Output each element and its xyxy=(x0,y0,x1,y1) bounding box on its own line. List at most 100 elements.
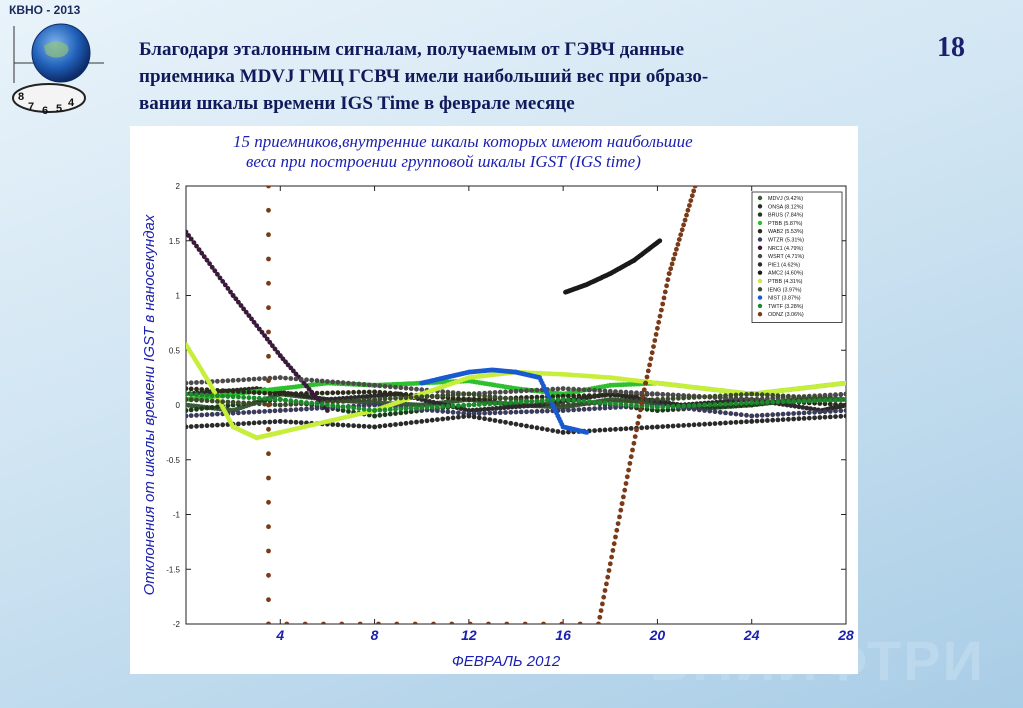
data-point xyxy=(791,416,796,422)
data-point xyxy=(733,392,739,398)
data-point xyxy=(293,419,299,425)
data-point xyxy=(833,392,838,398)
data-point xyxy=(393,422,398,427)
data-point xyxy=(733,419,739,425)
data-point xyxy=(801,394,807,400)
data-point xyxy=(220,388,226,394)
data-point xyxy=(509,404,515,410)
data-point xyxy=(645,368,651,374)
data-point xyxy=(827,392,833,398)
data-point xyxy=(204,392,210,398)
data-point xyxy=(293,407,299,412)
data-point xyxy=(340,404,346,410)
data-point xyxy=(492,410,498,416)
data-point xyxy=(652,338,658,343)
data-point xyxy=(607,405,613,411)
data-point xyxy=(571,386,576,392)
data-point xyxy=(508,409,514,415)
data-point xyxy=(335,403,341,409)
data-point xyxy=(461,414,466,419)
data-point xyxy=(786,416,791,422)
data-point xyxy=(791,411,796,416)
data-point xyxy=(372,382,377,388)
data-point xyxy=(283,407,288,413)
data-point xyxy=(225,394,231,399)
data-point xyxy=(665,277,671,283)
data-point xyxy=(346,409,351,414)
data-point xyxy=(655,397,660,402)
data-point xyxy=(707,408,713,414)
data-point xyxy=(199,250,205,256)
data-point xyxy=(319,390,325,396)
data-point xyxy=(696,407,702,413)
data-point xyxy=(414,386,419,392)
data-point xyxy=(525,403,531,409)
data-point xyxy=(604,581,609,587)
data-point xyxy=(606,568,612,573)
data-point xyxy=(478,407,483,412)
data-point xyxy=(266,524,271,530)
data-point xyxy=(780,411,786,417)
data-point xyxy=(403,385,409,391)
data-point xyxy=(723,393,728,398)
legend-entry: PIE1 (4.62%) xyxy=(768,262,800,268)
data-point xyxy=(566,407,571,413)
data-point xyxy=(717,420,723,426)
data-point xyxy=(236,299,241,305)
data-point xyxy=(230,388,236,394)
data-point xyxy=(431,399,436,405)
data-point xyxy=(466,402,472,408)
data-point xyxy=(833,397,838,403)
data-point xyxy=(414,419,419,425)
data-point xyxy=(456,392,461,398)
data-point xyxy=(209,412,215,417)
data-point xyxy=(207,261,212,267)
data-point xyxy=(199,387,205,392)
data-point xyxy=(545,408,550,414)
legend-marker xyxy=(757,278,763,284)
data-point xyxy=(215,411,220,417)
data-point xyxy=(199,392,205,398)
data-point xyxy=(636,414,642,419)
data-point xyxy=(827,397,833,403)
data-point xyxy=(508,389,514,394)
data-point xyxy=(412,621,418,624)
data-point xyxy=(325,390,330,396)
data-point xyxy=(241,410,246,415)
data-point xyxy=(251,395,257,401)
data-point xyxy=(550,397,556,403)
data-point xyxy=(534,425,540,431)
data-point xyxy=(623,389,629,395)
data-point xyxy=(309,406,315,411)
data-point xyxy=(424,394,430,399)
data-point xyxy=(550,428,556,433)
data-point xyxy=(319,378,325,384)
data-point xyxy=(670,404,676,409)
data-point xyxy=(586,399,592,405)
data-point xyxy=(372,393,377,399)
data-point xyxy=(256,409,262,415)
data-point xyxy=(209,423,215,428)
data-point xyxy=(259,329,265,335)
data-point xyxy=(256,401,262,407)
data-point xyxy=(366,389,372,395)
data-point xyxy=(456,410,461,416)
data-point xyxy=(393,384,398,390)
data-point xyxy=(653,332,659,337)
data-point xyxy=(623,481,629,486)
data-point xyxy=(251,319,257,325)
data-point xyxy=(600,601,605,607)
legend-entry: BRUS (7.84%) xyxy=(768,213,804,219)
data-point xyxy=(225,403,231,408)
data-point xyxy=(445,403,451,409)
data-point xyxy=(186,391,189,397)
data-point xyxy=(199,398,205,403)
data-point xyxy=(398,391,404,397)
data-point xyxy=(765,418,770,423)
data-point xyxy=(288,398,294,404)
data-point xyxy=(215,393,220,399)
data-point xyxy=(435,393,440,399)
data-point xyxy=(199,406,205,411)
data-point xyxy=(241,395,246,400)
data-point xyxy=(644,374,650,380)
